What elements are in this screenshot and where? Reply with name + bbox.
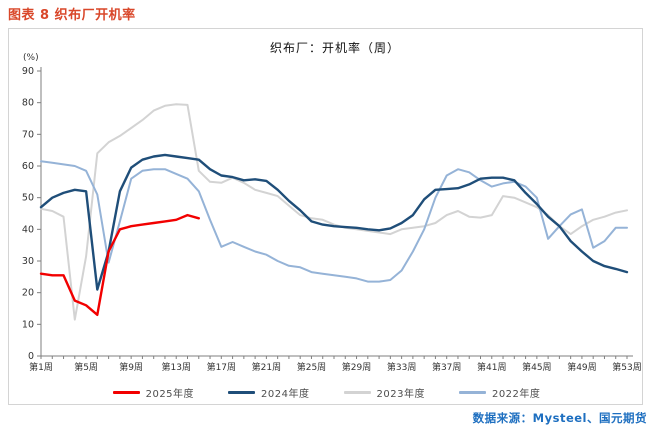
x-tick-label: 第25周: [297, 361, 326, 373]
legend-label: 2024年度: [261, 389, 310, 400]
y-tick-label: 0: [28, 351, 34, 362]
chart-title: 织布厂：开机率（周）: [269, 41, 400, 55]
legend-label: 2022年度: [491, 389, 541, 400]
y-tick-label: 30: [22, 256, 34, 267]
legend-swatch: [458, 391, 486, 394]
chart-area: 织布厂：开机率（周） (%) 0 10 20 30 40 50 60 70 80 90 第1周 第5周…: [8, 28, 643, 405]
legend-swatch: [228, 391, 256, 394]
series-2024年度: [39, 153, 629, 291]
legend-item-2025年度: 2025年度: [112, 385, 195, 400]
x-tick-label: 第45周: [522, 361, 551, 373]
legend-label: 2025年度: [145, 389, 195, 400]
x-tick-label: 第41周: [477, 361, 506, 373]
line-chart: 0 10 20 30 40 50 60 70 80 90 第1周 第5周 第9周 第13周 第17周 第21周…: [22, 66, 642, 373]
x-tick-label: 第29周: [342, 361, 371, 373]
series-2023年度: [40, 103, 628, 321]
x-tick-label: 第5周: [74, 361, 98, 373]
x-tick-label: 第17周: [207, 361, 236, 373]
y-tick-label: 20: [22, 288, 34, 299]
x-tick-label: 第13周: [162, 361, 191, 373]
x-tick-label: 第33周: [387, 361, 416, 373]
legend-item-2022年度: 2022年度: [458, 385, 541, 400]
series-2025年度: [39, 213, 201, 316]
data-source-note: 数据来源：Mysteel、国元期货: [472, 411, 647, 425]
legend-swatch: [112, 391, 140, 394]
y-axis-unit-label: (%): [23, 53, 39, 63]
series-2022年度: [40, 160, 628, 283]
y-tick-label: 50: [22, 193, 34, 204]
y-tick-label: 70: [22, 129, 34, 140]
legend-item-2024年度: 2024年度: [228, 385, 309, 400]
legend-item-2023年度: 2023年度: [343, 385, 425, 400]
legend-label: 2023年度: [376, 389, 425, 400]
x-tick-label: 第1周: [29, 361, 53, 373]
y-tick-label: 10: [22, 319, 34, 330]
figure-title: 图表 8 织布厂开机率: [8, 8, 136, 23]
y-tick-label: 60: [22, 161, 34, 172]
x-tick-label: 第53周: [612, 361, 641, 373]
x-tick-label: 第49周: [567, 361, 596, 373]
legend-swatch: [343, 391, 371, 394]
x-tick-label: 第37周: [432, 361, 461, 373]
axes: 0 10 20 30 40 50 60 70 80 90 第1周 第5周 第9周 第13周 第17周 第21周…: [22, 66, 642, 373]
chart-legend: 2025年度 2024年度 2023年度 2022年度: [9, 385, 644, 400]
x-tick-label: 第9周: [119, 361, 143, 373]
y-tick-label: 80: [22, 98, 34, 109]
y-tick-label: 40: [22, 224, 34, 235]
y-tick-label: 90: [22, 66, 34, 77]
x-tick-label: 第21周: [252, 361, 281, 373]
